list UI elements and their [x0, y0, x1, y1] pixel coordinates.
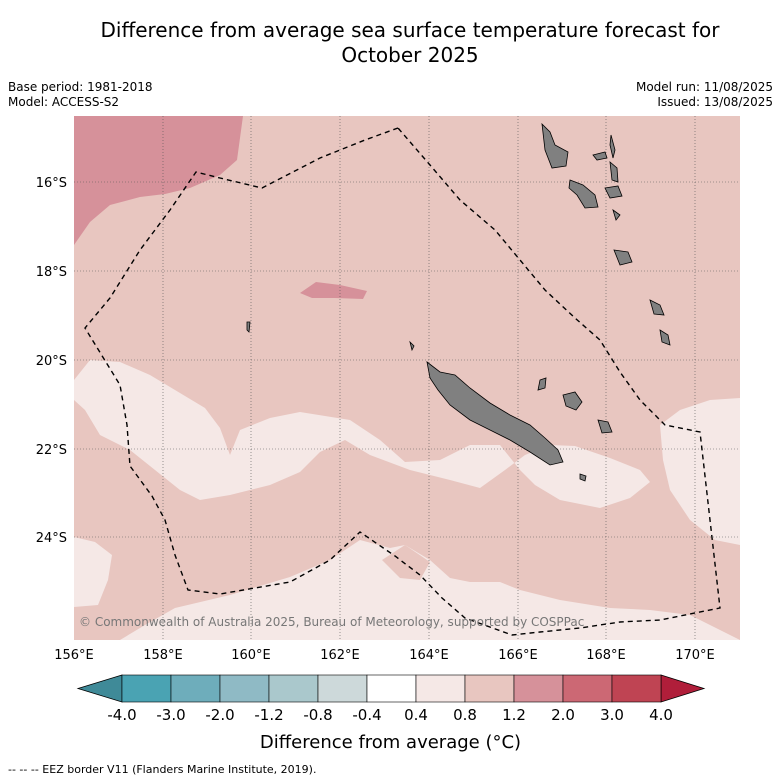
- model-name: Model: ACCESS-S2: [8, 95, 120, 109]
- loyalty-island-1: [562, 391, 583, 411]
- anomaly-0.4-0.8-south: [120, 540, 740, 640]
- issued-date: Issued: 13/08/2025: [657, 95, 773, 109]
- colorbar-segment: [366, 674, 417, 703]
- colorbar-tick-label: -0.8: [303, 706, 332, 724]
- colorbar-tick-label: -2.0: [205, 706, 234, 724]
- x-tick-166: 166°E: [498, 648, 538, 663]
- colorbar-segment: [513, 674, 564, 703]
- anomaly-0.4-0.8-southwest: [74, 537, 112, 607]
- vanuatu-2: [568, 179, 599, 209]
- eez-legend-note: -- -- -- EEZ border V11 (Flanders Marine…: [8, 763, 317, 776]
- vanuatu-8: [649, 299, 665, 316]
- vanuatu-9: [659, 329, 671, 346]
- new-caledonia: [426, 361, 564, 466]
- colorbar-tick-label: 2.0: [551, 706, 575, 724]
- y-tick-22s: 22°S: [36, 443, 67, 458]
- anomaly-0.4-0.8-mid-south: [382, 545, 430, 580]
- title-line-2: October 2025: [341, 43, 479, 67]
- x-tick-168: 168°E: [586, 648, 626, 663]
- vanuatu-1: [541, 122, 569, 169]
- colorbar-tick-label: -3.0: [156, 706, 185, 724]
- x-axis-labels: 156°E 158°E 160°E 162°E 164°E 166°E 168°…: [54, 648, 715, 663]
- anomaly-0.4-0.8-west-band: [74, 360, 650, 508]
- colorbar-segment: [121, 674, 172, 703]
- vanuatu-4: [609, 134, 616, 159]
- colorbar-title: Difference from average (°C): [259, 732, 522, 753]
- colorbar-tick-label: 4.0: [649, 706, 673, 724]
- chesterfield-islet: [246, 321, 251, 333]
- colorbar-tick-label: -0.4: [352, 706, 381, 724]
- x-tick-164: 164°E: [409, 648, 449, 663]
- anomaly-0.4-0.8-east: [660, 398, 740, 545]
- colorbar-tick-label: 0.4: [404, 706, 428, 724]
- colorbar-segment: [268, 674, 319, 703]
- x-tick-160: 160°E: [231, 648, 271, 663]
- y-tick-20s: 20°S: [36, 354, 67, 369]
- gridlines: [74, 116, 740, 640]
- chart-title: Difference from average sea surface temp…: [40, 18, 780, 68]
- colorbar-segment: [464, 674, 515, 703]
- copyright-notice: © Commonwealth of Australia 2025, Bureau…: [79, 615, 584, 629]
- colorbar-segment: [219, 674, 270, 703]
- vanuatu-5: [604, 185, 623, 199]
- colorbar-tick-label: -4.0: [107, 706, 136, 724]
- colorbar-high-extend: [660, 674, 706, 703]
- x-tick-170: 170°E: [675, 648, 715, 663]
- colorbar-segment: [415, 674, 466, 703]
- colorbar-segment: [317, 674, 368, 703]
- colorbar-segment: [611, 674, 662, 703]
- colorbar-segment: [562, 674, 613, 703]
- y-tick-16s: 16°S: [36, 176, 67, 191]
- anomaly-1.2-2.0-northwest: [74, 116, 243, 245]
- colorbar-tick-label: 3.0: [600, 706, 624, 724]
- eez-border: [84, 127, 721, 636]
- y-axis-labels: 16°S 18°S 20°S 22°S 24°S: [36, 176, 67, 546]
- x-tick-158: 158°E: [143, 648, 183, 663]
- belep-islet: [409, 340, 415, 352]
- loyalty-island-3: [537, 377, 547, 391]
- anomaly-1.2-2.0-patch: [300, 282, 367, 299]
- model-run: Model run: 11/08/2025: [635, 80, 773, 94]
- title-line-1: Difference from average sea surface temp…: [100, 18, 720, 42]
- x-tick-156: 156°E: [54, 648, 94, 663]
- meta-right: Model run: 11/08/2025 Issued: 13/08/2025: [636, 80, 773, 110]
- colorbar-tick-label: 1.2: [502, 706, 526, 724]
- land-masses: [246, 122, 671, 482]
- vanuatu-7: [613, 249, 633, 266]
- matthew-island: [579, 473, 587, 482]
- map-area: © Commonwealth of Australia 2025, Bureau…: [74, 116, 740, 640]
- x-tick-162: 162°E: [320, 648, 360, 663]
- y-tick-18s: 18°S: [36, 265, 67, 280]
- colorbar-tick-label: -1.2: [254, 706, 283, 724]
- vanuatu-10: [612, 208, 621, 221]
- y-tick-24s: 24°S: [36, 531, 67, 546]
- vanuatu-3: [592, 151, 608, 161]
- colorbar: -4.0 -3.0 -2.0 -1.2 -0.8 -0.4 0.4 0.8 1.2 2.0 3.0 4…: [76, 674, 706, 724]
- loyalty-island-2: [597, 419, 613, 434]
- colorbar-low-extend: [76, 674, 123, 703]
- colorbar-tick-label: 0.8: [453, 706, 477, 724]
- base-period: Base period: 1981-2018: [8, 80, 153, 94]
- meta-left: Base period: 1981-2018 Model: ACCESS-S2: [8, 80, 153, 110]
- vanuatu-6: [609, 161, 619, 183]
- colorbar-segment: [170, 674, 221, 703]
